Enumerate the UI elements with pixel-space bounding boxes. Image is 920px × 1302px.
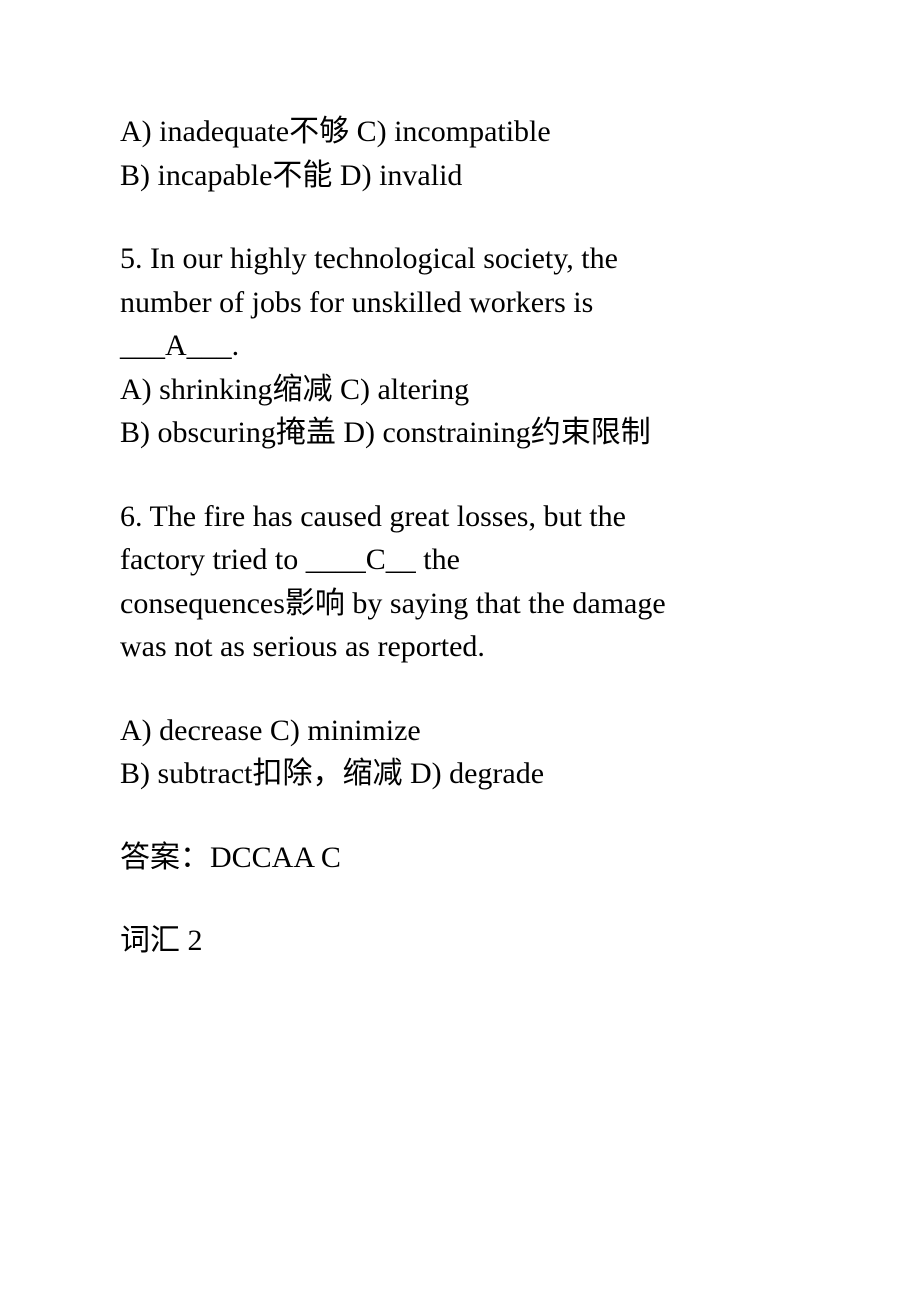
q6-stem-block: 6. The fire has caused great losses, but… xyxy=(120,495,800,669)
section-heading: 词汇 2 xyxy=(120,919,800,963)
q6-option-bd: B) subtract扣除，缩减 D) degrade xyxy=(120,752,800,796)
q4-option-ac: A) inadequate不够 C) incompatible xyxy=(120,110,800,154)
q5-option-ac: A) shrinking缩减 C) altering xyxy=(120,368,800,412)
q6-stem-line: was not as serious as reported. xyxy=(120,625,800,669)
q4-option-bd: B) incapable不能 D) invalid xyxy=(120,154,800,198)
document-page: A) inadequate不够 C) incompatible B) incap… xyxy=(0,0,920,963)
q4-options-block: A) inadequate不够 C) incompatible B) incap… xyxy=(120,110,800,197)
q6-options-block: A) decrease C) minimize B) subtract扣除，缩减… xyxy=(120,709,800,796)
q5-stem-line: ___A___. xyxy=(120,324,800,368)
q5-stem-line: 5. In our highly technological society, … xyxy=(120,237,800,281)
q5-stem-line: number of jobs for unskilled workers is xyxy=(120,281,800,325)
section-heading-text: 词汇 2 xyxy=(120,919,800,963)
answers-text: 答案：DCCAA C xyxy=(120,836,800,880)
watermark-dot-icon: ▪ xyxy=(458,598,462,610)
q6-option-ac: A) decrease C) minimize xyxy=(120,709,800,753)
q5-option-bd: B) obscuring掩盖 D) constraining约束限制 xyxy=(120,411,800,455)
q5-stem-block: 5. In our highly technological society, … xyxy=(120,237,800,455)
q6-stem-line: 6. The fire has caused great losses, but… xyxy=(120,495,800,539)
answers-line: 答案：DCCAA C xyxy=(120,836,800,880)
q6-stem-line: factory tried to ____C__ the xyxy=(120,538,800,582)
